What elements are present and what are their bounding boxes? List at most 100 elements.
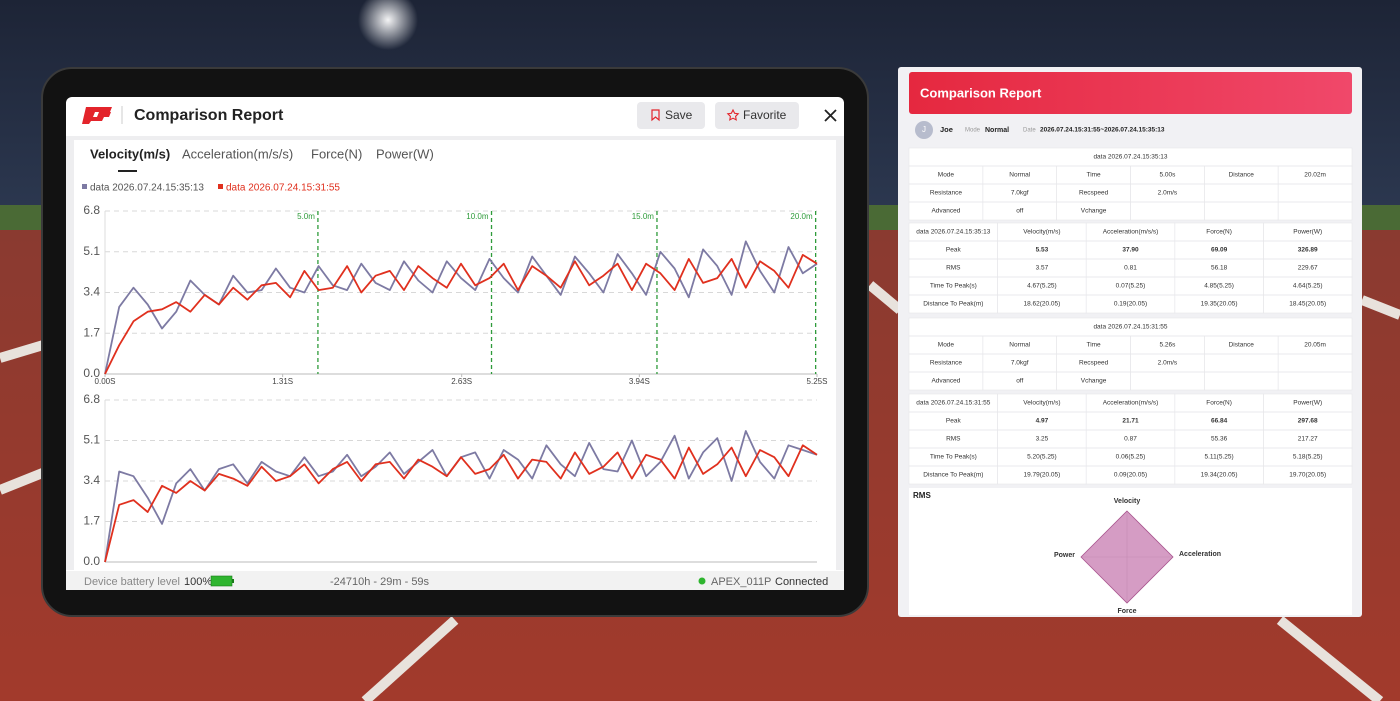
table-text: 19.70(20.05) xyxy=(1289,472,1326,479)
series-line xyxy=(104,444,818,563)
table-text: RMS xyxy=(946,265,961,272)
battery-tip xyxy=(232,579,234,583)
radar-area xyxy=(1080,510,1174,604)
table-text: Advanced xyxy=(931,208,960,215)
logo xyxy=(82,107,112,124)
x-tick-label: 3.94S xyxy=(629,377,650,386)
table-text: Velocity(m/s) xyxy=(1023,400,1060,407)
table-text: Vchange xyxy=(1081,378,1107,385)
avatar xyxy=(915,121,933,139)
mode-value: Normal xyxy=(985,127,1009,134)
legend-swatch xyxy=(218,184,223,189)
table-cell xyxy=(1263,294,1353,314)
save-button[interactable] xyxy=(637,102,705,129)
table-text: 0.07(5.25) xyxy=(1116,283,1146,290)
distance-label: 20.0m xyxy=(790,212,813,221)
y-tick-label: 6.8 xyxy=(83,392,100,406)
table-text: 217.27 xyxy=(1298,436,1318,443)
battery-icon xyxy=(210,575,233,587)
table-text: 0.06(5.25) xyxy=(1116,454,1146,461)
table-text: 5.26s xyxy=(1159,342,1176,349)
series-line xyxy=(104,254,818,375)
tab[interactable]: Acceleration(m/s/s) xyxy=(182,146,293,161)
favorite-icon xyxy=(726,108,740,121)
connection-dot xyxy=(698,577,706,585)
table-text: 20.05m xyxy=(1304,342,1326,349)
stadium-light xyxy=(358,0,418,50)
table-text: Vchange xyxy=(1081,208,1107,215)
table-text: Peak xyxy=(946,418,962,425)
table-text: 69.09 xyxy=(1211,247,1228,254)
table-text: 326.89 xyxy=(1298,247,1318,254)
legend-swatch xyxy=(82,184,87,189)
table-text: 19.79(20.05) xyxy=(1023,472,1060,479)
save-label[interactable]: Save xyxy=(665,108,693,122)
y-tick-label: 0.0 xyxy=(83,366,100,380)
table-text: data 2026.07.24.15:35:13 xyxy=(916,229,990,236)
table-text: 297.68 xyxy=(1298,418,1318,425)
table-text: Time xyxy=(1086,342,1101,349)
report-header xyxy=(909,72,1352,114)
table-text: Force(N) xyxy=(1206,400,1232,407)
table-text: Distance xyxy=(1229,172,1255,179)
date-label: Date xyxy=(1023,128,1036,134)
table-text: Velocity(m/s) xyxy=(1023,229,1060,236)
user-name: Joe xyxy=(940,125,953,134)
table-text: 18.45(20.05) xyxy=(1289,301,1326,308)
table-text: 37.90 xyxy=(1122,247,1139,254)
table-text: 56.18 xyxy=(1211,265,1228,272)
favorite-button[interactable] xyxy=(715,102,799,129)
x-tick-label: 2.63S xyxy=(451,377,472,386)
table-text: Time xyxy=(1086,172,1101,179)
battery-level: 100% xyxy=(184,576,212,588)
y-tick-label: 6.8 xyxy=(83,203,100,217)
table-text: Mode xyxy=(938,172,955,179)
y-tick-label: 1.7 xyxy=(83,514,100,528)
distance-label: 5.0m xyxy=(297,212,315,221)
x-tick-label: 5.25S xyxy=(807,377,828,386)
table-text: Recspeed xyxy=(1079,190,1109,197)
distance-label: 15.0m xyxy=(632,212,655,221)
table-text: 5.00s xyxy=(1159,172,1176,179)
table-text: Peak xyxy=(946,247,962,254)
report-table xyxy=(909,223,1352,313)
table-text: 7.0kgf xyxy=(1011,190,1029,197)
table-text: 0.19(20.05) xyxy=(1114,301,1147,308)
table-text: 55.36 xyxy=(1211,436,1228,443)
table-text: Advanced xyxy=(931,378,960,385)
report-title: Comparison Report xyxy=(920,85,1042,100)
y-tick-label: 0.0 xyxy=(83,554,100,568)
table-text: 3.57 xyxy=(1036,265,1049,272)
table-text: Force(N) xyxy=(1206,229,1232,236)
radar-axis-label: Power xyxy=(1054,552,1075,559)
distance-label: 10.0m xyxy=(466,212,489,221)
table-text: data 2026.07.24.15:31:55 xyxy=(916,400,990,407)
table-text: 2.0m/s xyxy=(1158,190,1178,197)
report-table xyxy=(909,394,1352,484)
table-cell xyxy=(1277,201,1353,221)
table-text: off xyxy=(1016,208,1023,215)
tab[interactable]: Power(W) xyxy=(376,146,434,161)
table-text: off xyxy=(1016,378,1023,385)
table-text: Distance xyxy=(1229,342,1255,349)
radar-axis-label: Force xyxy=(1117,608,1136,615)
app-title: Comparison Report xyxy=(134,107,284,124)
table-text: Power(W) xyxy=(1293,229,1322,236)
y-tick-label: 1.7 xyxy=(83,325,100,339)
table-text: 18.62(20.05) xyxy=(1023,301,1060,308)
legend-label: data 2026.07.24.15:31:55 xyxy=(226,183,340,194)
tab[interactable]: Velocity(m/s) xyxy=(90,146,170,161)
elapsed-time: -24710h - 29m - 59s xyxy=(330,576,430,588)
tab[interactable]: Force(N) xyxy=(311,146,362,161)
table-text: 5.53 xyxy=(1036,247,1049,254)
table-text: 66.84 xyxy=(1211,418,1228,425)
table-text: 4.64(5.25) xyxy=(1293,283,1323,290)
table-text: Mode xyxy=(938,342,955,349)
favorite-label[interactable]: Favorite xyxy=(743,108,787,122)
table-text: Normal xyxy=(1009,342,1031,349)
close-button[interactable] xyxy=(824,109,837,122)
table-text: 4.97 xyxy=(1036,418,1049,425)
y-tick-label: 3.4 xyxy=(83,473,100,487)
table-text: Resistance xyxy=(930,190,963,197)
table-text: Acceleration(m/s/s) xyxy=(1103,400,1159,407)
